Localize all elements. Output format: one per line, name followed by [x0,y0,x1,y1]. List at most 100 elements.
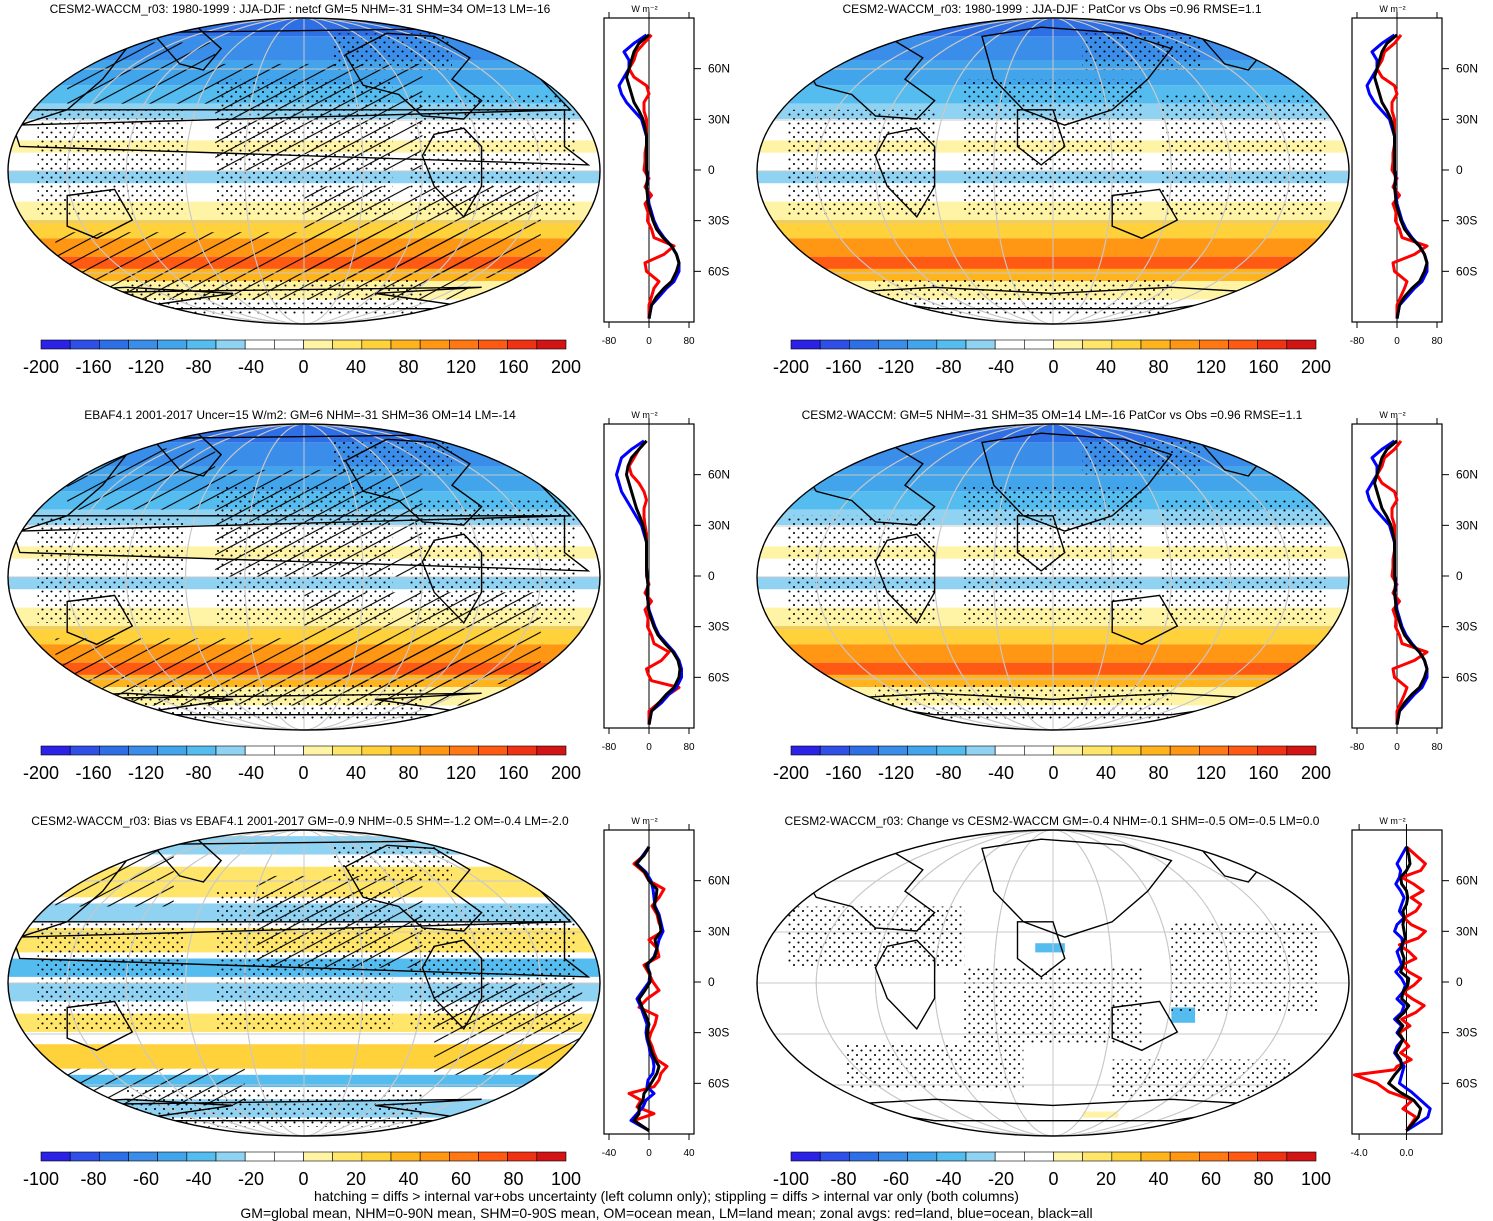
colorbar-label: 40 [1096,357,1116,377]
x-tick-label: 40 [683,1148,695,1159]
colorbar-label: 0 [298,357,308,377]
colorbar-swatch [966,1152,995,1161]
map-panel-1: CESM2-WACCM_r03: 1980-1999 : JJA-DJF : P… [757,2,1349,324]
colorbar-swatch [937,340,966,349]
colorbar-swatch [1054,746,1083,755]
colorbar-swatch [420,1152,449,1161]
lat-label: 30N [708,112,730,126]
lat-label: 60N [708,62,730,76]
colorbar-label: -120 [128,763,164,783]
colorbar-swatch [820,340,849,349]
colorbar-swatch [41,1152,70,1161]
colorbar-swatch [129,1152,158,1161]
x-tick-label: 80 [683,742,695,753]
colorbar-swatch [420,340,449,349]
colorbar-swatch [479,746,508,755]
colorbar-swatch [537,340,566,349]
colorbar-label: 100 [1301,1169,1331,1189]
x-tick-label: 0 [1394,336,1400,347]
colorbar-swatch [995,1152,1024,1161]
colorbar-swatch [304,746,333,755]
colorbar-label: 60 [451,1169,471,1189]
colorbar-swatch [304,1152,333,1161]
colorbar-swatch [1170,1152,1199,1161]
colorbar-label: 40 [398,1169,418,1189]
lat-label: 30N [1456,924,1478,938]
panel-title: CESM2-WACCM_r03: Bias vs EBAF4.1 2001-20… [31,814,569,828]
colorbar-label: -100 [773,1169,809,1189]
colorbar-label: -40 [238,357,264,377]
colorbar-label: 120 [1196,763,1226,783]
colorbar-swatch [333,340,362,349]
colorbar-swatch [304,340,333,349]
lat-label: 60N [708,468,730,482]
unit-label: W m⁻² [631,410,657,420]
colorbar-swatch [479,1152,508,1161]
colorbar-label: 200 [551,763,581,783]
x-tick-label: -80 [1350,336,1365,347]
colorbar-swatch [1287,746,1316,755]
colorbar-swatch [1141,1152,1170,1161]
colorbar-label: -40 [988,763,1014,783]
lat-label: 30S [1456,1026,1477,1040]
colorbar-label: 120 [446,357,476,377]
colorbar-label: -80 [185,357,211,377]
colorbar-swatch [99,1152,128,1161]
colorbar-swatch [1054,1152,1083,1161]
footnote-hatching: hatching = diffs > internal var+obs unce… [0,1188,1333,1204]
panel-title: CESM2-WACCM_r03: Change vs CESM2-WACCM G… [785,814,1320,828]
colorbar-label: 0 [298,763,308,783]
colorbar-label: -200 [23,357,59,377]
colorbar-swatch [1170,746,1199,755]
colorbar-label: 120 [1196,357,1226,377]
colorbar-swatch [937,746,966,755]
colorbar-label: 20 [346,1169,366,1189]
x-tick-label: -80 [602,336,617,347]
map-panel-2: EBAF4.1 2001-2017 Uncer=15 W/m2: GM=6 NH… [8,408,600,730]
colorbar-swatch [216,1152,245,1161]
colorbar-label: 120 [446,763,476,783]
lat-label: 0 [708,975,715,989]
unit-label: W m⁻² [631,816,657,826]
colorbar-swatch [508,340,537,349]
colorbar-label: 80 [1148,763,1168,783]
colorbar-swatch [1229,340,1258,349]
colorbar-swatch [129,746,158,755]
colorbar-swatch [849,340,878,349]
unit-label: W m⁻² [631,4,657,14]
colorbar-swatch [937,1152,966,1161]
colorbar-swatch [1199,340,1228,349]
colorbar-swatch [274,340,303,349]
map-panel-0: CESM2-WACCM_r03: 1980-1999 : JJA-DJF : n… [8,2,600,324]
colorbar-label: 0 [1048,763,1058,783]
lat-label: 60S [708,1076,729,1090]
panel-title: EBAF4.1 2001-2017 Uncer=15 W/m2: GM=6 NH… [84,408,516,422]
colorbar-swatch [333,1152,362,1161]
colorbar-label: 160 [1248,763,1278,783]
colorbar-swatch [333,746,362,755]
colorbar-swatch [187,746,216,755]
colorbar-swatch [879,1152,908,1161]
colorbar-label: 160 [498,763,528,783]
colorbar-label: -40 [988,357,1014,377]
x-tick-label: 0 [646,336,652,347]
colorbar-swatch [995,746,1024,755]
lat-label: 30N [708,518,730,532]
colorbar-swatch [1287,340,1316,349]
x-tick-label: 80 [683,336,695,347]
colorbar-swatch [1112,340,1141,349]
lat-label: 30N [1456,518,1478,532]
colorbar-label: -160 [825,763,861,783]
unit-label: W m⁻² [1379,816,1405,826]
colorbar-swatch [1287,1152,1316,1161]
unit-label: W m⁻² [1379,4,1405,14]
map-field [8,18,600,324]
colorbar-swatch [245,340,274,349]
colorbar-swatch [158,340,187,349]
x-tick-label: 0 [646,1148,652,1159]
colorbar-label: -160 [75,357,111,377]
